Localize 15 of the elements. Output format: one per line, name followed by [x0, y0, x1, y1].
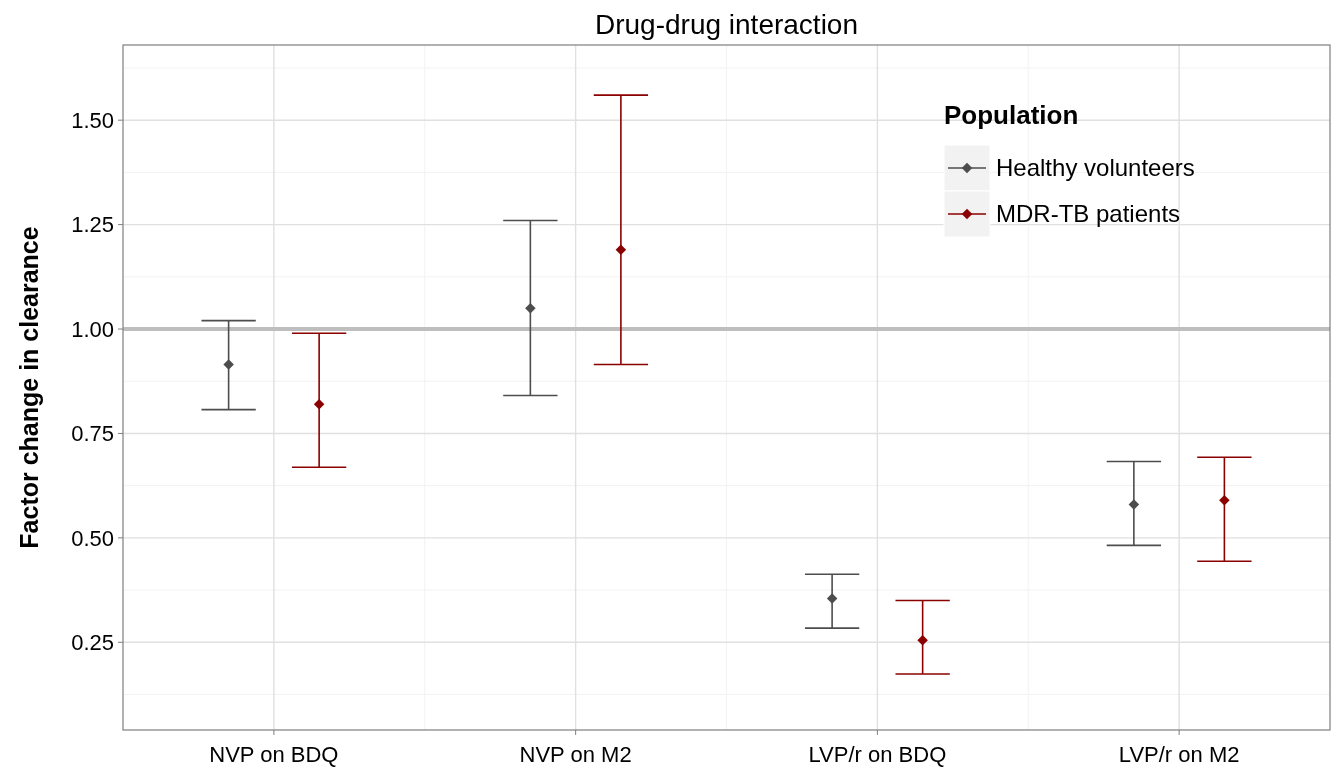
y-tick-label: 0.50: [71, 525, 114, 551]
y-tick-label: 0.75: [71, 421, 114, 447]
y-axis-title: Factor change in clearance: [15, 226, 43, 549]
x-tick-label: NVP on BDQ: [209, 742, 339, 767]
y-tick-label: 1.00: [71, 316, 114, 342]
y-tick-label: 1.25: [71, 212, 114, 238]
legend-label: MDR-TB patients: [996, 200, 1181, 228]
x-tick-label: LVP/r on M2: [1118, 742, 1240, 767]
y-tick-label: 1.50: [71, 107, 114, 133]
x-tick-label: LVP/r on BDQ: [808, 742, 947, 767]
legend-title: Population: [944, 100, 1079, 131]
legend-label: Healthy volunteers: [996, 154, 1195, 182]
chart-title: Drug-drug interaction: [594, 9, 859, 40]
y-tick-label: 0.25: [71, 629, 114, 655]
x-tick-label: NVP on M2: [519, 742, 632, 767]
